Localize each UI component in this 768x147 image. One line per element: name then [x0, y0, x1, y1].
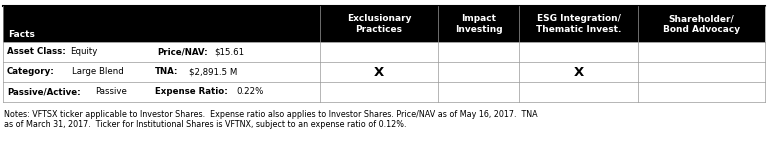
Text: Facts: Facts [8, 30, 35, 39]
Text: X: X [574, 66, 584, 78]
Bar [3, 82, 765, 102]
Text: $15.61: $15.61 [214, 47, 244, 56]
Text: Equity: Equity [70, 47, 98, 56]
Text: X: X [374, 66, 384, 78]
Text: Passive: Passive [95, 87, 127, 96]
Bar [3, 6, 765, 42]
Bar [3, 62, 765, 82]
Text: Category:: Category: [7, 67, 55, 76]
Text: Shareholder/
Bond Advocacy: Shareholder/ Bond Advocacy [663, 14, 740, 34]
Text: Passive/Active:: Passive/Active: [7, 87, 81, 96]
Text: ESG Integration/
Thematic Invest.: ESG Integration/ Thematic Invest. [536, 14, 621, 34]
Text: Impact
Investing: Impact Investing [455, 14, 502, 34]
Bar [3, 42, 765, 62]
Text: Asset Class:: Asset Class: [7, 47, 66, 56]
Text: 0.22%: 0.22% [236, 87, 263, 96]
Text: $2,891.5 M: $2,891.5 M [189, 67, 237, 76]
Text: Exclusionary
Practices: Exclusionary Practices [346, 14, 411, 34]
Text: TNA:: TNA: [155, 67, 178, 76]
Text: Large Blend: Large Blend [72, 67, 124, 76]
Text: Expense Ratio:: Expense Ratio: [155, 87, 228, 96]
Text: Price/NAV:: Price/NAV: [157, 47, 207, 56]
Text: Notes: VFTSX ticker applicable to Investor Shares.  Expense ratio also applies t: Notes: VFTSX ticker applicable to Invest… [4, 110, 538, 129]
